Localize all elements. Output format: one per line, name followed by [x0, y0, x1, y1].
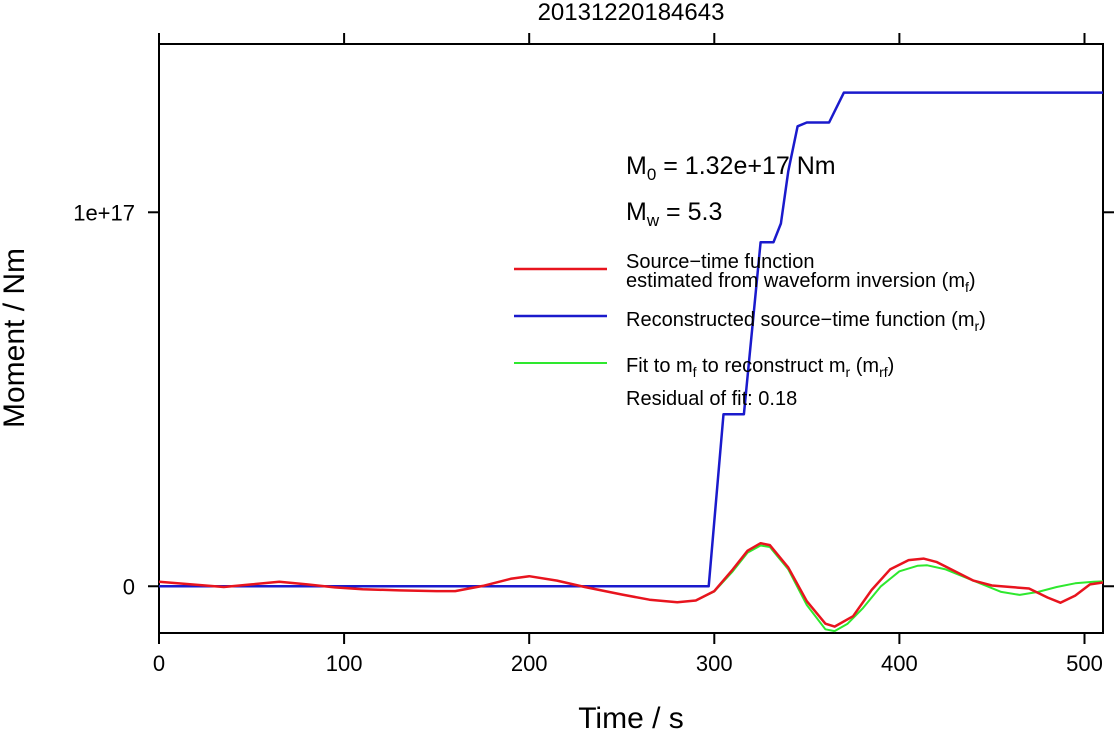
series-lines: [159, 91, 1103, 633]
m0-annotation: M0 = 1.32e+17 Nm: [626, 152, 836, 184]
x-tick-label: 500: [1066, 651, 1103, 676]
legend: Source−time function estimated from wave…: [514, 251, 986, 380]
legend-label-red-line2: estimated from waveform inversion (mf): [626, 270, 976, 295]
series-line-red: [159, 541, 1103, 628]
legend-label-blue: Reconstructed source−time function (mr): [626, 309, 986, 334]
x-tick-label: 100: [326, 651, 363, 676]
legend-label-red-line1: Source−time function: [626, 251, 814, 273]
mw-annotation: Mw = 5.3: [626, 198, 722, 230]
chart-title: 20131220184643: [538, 0, 725, 26]
residual-annotation: Residual of fit: 0.18: [626, 388, 797, 410]
y-axis-label: Moment / Nm: [0, 248, 31, 428]
series-line-green: [694, 544, 1103, 633]
x-tick-label: 200: [511, 651, 548, 676]
legend-label-green: Fit to mf to reconstruct mr (mrf): [626, 355, 894, 380]
x-tick-label: 400: [881, 651, 918, 676]
x-tick-label: 0: [153, 651, 165, 676]
x-axis-label: Time / s: [578, 702, 684, 734]
series-line-blue: [159, 91, 1103, 588]
y-tick-label: 0: [123, 574, 135, 599]
y-tick-label: 1e+17: [73, 200, 135, 225]
annotations: M0 = 1.32e+17 Nm Mw = 5.3 Residual of fi…: [626, 152, 836, 410]
plot-frame: [158, 43, 1104, 634]
axis-ticks: 0 100 200 300 400 500 0 1e+17: [73, 33, 1114, 676]
x-tick-label: 300: [696, 651, 733, 676]
